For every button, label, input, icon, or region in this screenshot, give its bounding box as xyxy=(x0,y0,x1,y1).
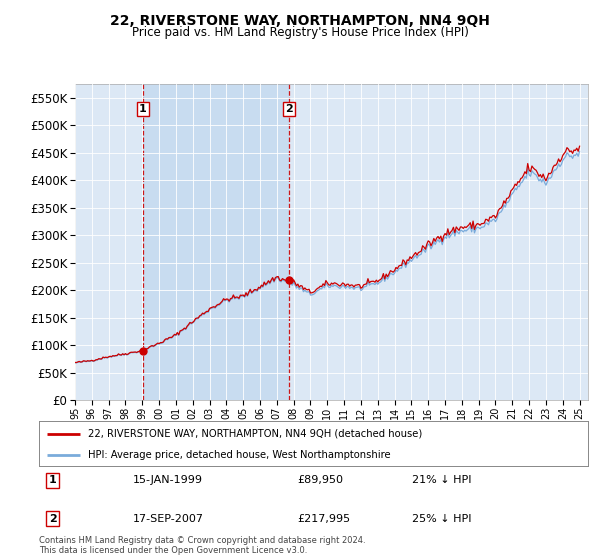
Text: £89,950: £89,950 xyxy=(297,475,343,486)
Text: 1: 1 xyxy=(49,475,56,486)
Text: £217,995: £217,995 xyxy=(297,514,350,524)
Text: 1: 1 xyxy=(139,104,147,114)
Text: 17-SEP-2007: 17-SEP-2007 xyxy=(133,514,203,524)
Text: 21% ↓ HPI: 21% ↓ HPI xyxy=(412,475,472,486)
Text: 22, RIVERSTONE WAY, NORTHAMPTON, NN4 9QH (detached house): 22, RIVERSTONE WAY, NORTHAMPTON, NN4 9QH… xyxy=(88,428,422,438)
Text: Contains HM Land Registry data © Crown copyright and database right 2024.
This d: Contains HM Land Registry data © Crown c… xyxy=(39,536,365,556)
Text: Price paid vs. HM Land Registry's House Price Index (HPI): Price paid vs. HM Land Registry's House … xyxy=(131,26,469,39)
Text: 2: 2 xyxy=(49,514,56,524)
Text: 25% ↓ HPI: 25% ↓ HPI xyxy=(412,514,472,524)
Text: 15-JAN-1999: 15-JAN-1999 xyxy=(133,475,202,486)
Text: 22, RIVERSTONE WAY, NORTHAMPTON, NN4 9QH: 22, RIVERSTONE WAY, NORTHAMPTON, NN4 9QH xyxy=(110,14,490,28)
Bar xyxy=(143,84,289,400)
Text: HPI: Average price, detached house, West Northamptonshire: HPI: Average price, detached house, West… xyxy=(88,450,391,460)
Text: 2: 2 xyxy=(285,104,293,114)
